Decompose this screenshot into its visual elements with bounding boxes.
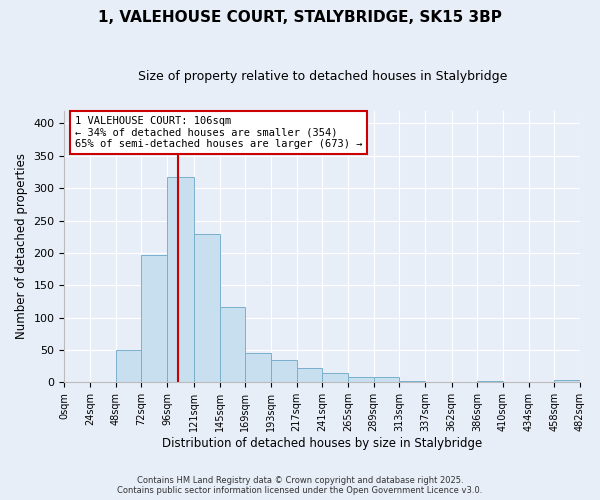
Text: 1 VALEHOUSE COURT: 106sqm
← 34% of detached houses are smaller (354)
65% of semi: 1 VALEHOUSE COURT: 106sqm ← 34% of detac…	[75, 116, 362, 149]
Bar	[374, 377, 399, 382]
Bar	[167, 177, 194, 382]
Bar	[142, 255, 167, 382]
Bar	[399, 381, 425, 382]
Text: Contains HM Land Registry data © Crown copyright and database right 2025.
Contai: Contains HM Land Registry data © Crown c…	[118, 476, 482, 495]
Title: Size of property relative to detached houses in Stalybridge: Size of property relative to detached ho…	[137, 70, 507, 83]
Y-axis label: Number of detached properties: Number of detached properties	[15, 154, 28, 340]
Bar	[194, 234, 220, 382]
Bar	[245, 353, 271, 382]
Bar	[296, 368, 322, 382]
Text: 1, VALEHOUSE COURT, STALYBRIDGE, SK15 3BP: 1, VALEHOUSE COURT, STALYBRIDGE, SK15 3B…	[98, 10, 502, 25]
Bar	[220, 306, 245, 382]
Bar	[322, 372, 348, 382]
Bar	[348, 377, 374, 382]
Bar	[116, 350, 142, 382]
Bar	[271, 360, 296, 382]
X-axis label: Distribution of detached houses by size in Stalybridge: Distribution of detached houses by size …	[162, 437, 482, 450]
Bar	[478, 381, 503, 382]
Bar	[554, 380, 580, 382]
